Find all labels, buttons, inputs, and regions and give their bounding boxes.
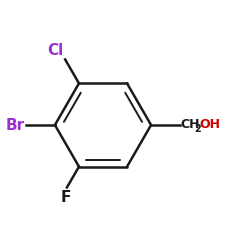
Text: F: F [60,190,71,205]
Text: CH: CH [180,118,200,132]
Text: OH: OH [199,118,220,132]
Text: 2: 2 [194,124,201,134]
Text: Cl: Cl [48,43,64,58]
Text: Br: Br [6,118,25,132]
